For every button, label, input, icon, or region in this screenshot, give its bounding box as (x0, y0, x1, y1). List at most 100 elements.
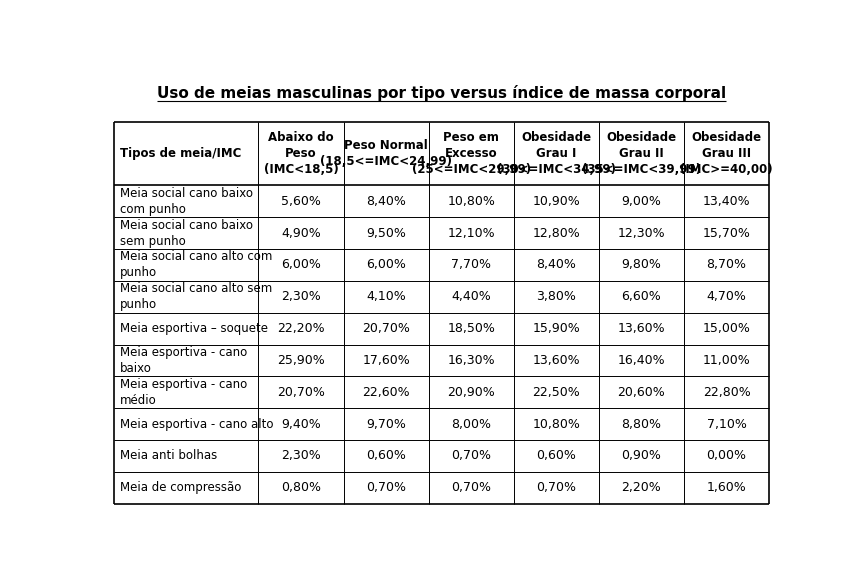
Text: 4,10%: 4,10% (366, 290, 406, 303)
Bar (684, 185, 768, 217)
Bar (684, 249, 768, 281)
Text: 11,00%: 11,00% (702, 354, 750, 367)
Bar (513, 440, 598, 472)
Bar (428, 217, 513, 249)
Bar (513, 472, 598, 504)
Text: Abaixo do
Peso
(IMC<18,5): Abaixo do Peso (IMC<18,5) (263, 131, 338, 176)
Text: Meia social cano alto sem
punho: Meia social cano alto sem punho (120, 282, 272, 311)
Bar (115, 472, 258, 504)
Text: Meia social cano baixo
com punho: Meia social cano baixo com punho (120, 187, 252, 215)
Text: 12,30%: 12,30% (617, 226, 665, 240)
Text: 5,60%: 5,60% (281, 195, 320, 208)
Bar (258, 344, 344, 376)
Text: 4,40%: 4,40% (451, 290, 491, 303)
Bar (598, 472, 684, 504)
Text: Meia esportiva - cano alto: Meia esportiva - cano alto (120, 418, 273, 431)
Bar (344, 376, 428, 408)
Text: 4,70%: 4,70% (706, 290, 746, 303)
Text: 20,70%: 20,70% (362, 322, 410, 335)
Bar (513, 344, 598, 376)
Bar (684, 376, 768, 408)
Bar (258, 440, 344, 472)
Bar (598, 344, 684, 376)
Text: 13,60%: 13,60% (617, 322, 665, 335)
Text: 8,40%: 8,40% (366, 195, 406, 208)
Bar (513, 408, 598, 440)
Text: 20,90%: 20,90% (447, 386, 494, 399)
Text: 6,00%: 6,00% (281, 259, 320, 271)
Bar (344, 281, 428, 313)
Text: 13,40%: 13,40% (702, 195, 750, 208)
Bar (684, 440, 768, 472)
Text: 17,60%: 17,60% (362, 354, 410, 367)
Text: 7,70%: 7,70% (450, 259, 491, 271)
Text: Uso de meias masculinas por tipo versus índice de massa corporal: Uso de meias masculinas por tipo versus … (157, 85, 726, 101)
Text: 18,50%: 18,50% (447, 322, 494, 335)
Bar (513, 313, 598, 344)
Bar (513, 217, 598, 249)
Text: 3,80%: 3,80% (536, 290, 576, 303)
Text: 12,80%: 12,80% (532, 226, 579, 240)
Text: Meia de compressão: Meia de compressão (120, 482, 241, 494)
Text: 1,60%: 1,60% (706, 482, 746, 494)
Bar (428, 281, 513, 313)
Text: Meia esportiva – soquete: Meia esportiva – soquete (120, 322, 268, 335)
Text: 2,30%: 2,30% (281, 290, 320, 303)
Text: Obesidade
Grau I
(30<=IMC<34,99): Obesidade Grau I (30<=IMC<34,99) (496, 131, 615, 176)
Bar (344, 472, 428, 504)
Bar (115, 185, 258, 217)
Text: 8,80%: 8,80% (621, 418, 660, 431)
Bar (598, 281, 684, 313)
Text: 6,00%: 6,00% (366, 259, 406, 271)
Bar (115, 217, 258, 249)
Text: 25,90%: 25,90% (277, 354, 325, 367)
Text: Meia anti bolhas: Meia anti bolhas (120, 449, 217, 463)
Bar (428, 408, 513, 440)
Text: 10,80%: 10,80% (447, 195, 494, 208)
Bar (684, 217, 768, 249)
Bar (344, 217, 428, 249)
Text: 0,90%: 0,90% (621, 449, 660, 463)
Bar (115, 344, 258, 376)
Text: 22,20%: 22,20% (277, 322, 325, 335)
Bar (598, 408, 684, 440)
Bar (684, 472, 768, 504)
Text: 16,40%: 16,40% (617, 354, 665, 367)
Text: 0,00%: 0,00% (706, 449, 746, 463)
Text: Tipos de meia/IMC: Tipos de meia/IMC (120, 147, 241, 160)
Text: 20,60%: 20,60% (616, 386, 665, 399)
Text: 20,70%: 20,70% (276, 386, 325, 399)
Text: Peso em
Excesso
(25<=IMC<29,99): Peso em Excesso (25<=IMC<29,99) (412, 131, 530, 176)
Bar (258, 185, 344, 217)
Text: Obesidade
Grau III
(IMC>=40,00): Obesidade Grau III (IMC>=40,00) (679, 131, 772, 176)
Text: 13,60%: 13,60% (532, 354, 579, 367)
Bar (513, 376, 598, 408)
Text: 4,90%: 4,90% (281, 226, 320, 240)
Bar (344, 185, 428, 217)
Text: 0,70%: 0,70% (450, 449, 491, 463)
Bar (598, 376, 684, 408)
Bar (684, 281, 768, 313)
Bar (258, 472, 344, 504)
Bar (115, 440, 258, 472)
Bar (513, 281, 598, 313)
Bar (428, 472, 513, 504)
Text: 22,50%: 22,50% (532, 386, 579, 399)
Text: 0,60%: 0,60% (536, 449, 576, 463)
Bar (428, 376, 513, 408)
Text: 12,10%: 12,10% (447, 226, 494, 240)
Text: 9,40%: 9,40% (281, 418, 320, 431)
Text: 0,80%: 0,80% (281, 482, 320, 494)
Bar (258, 408, 344, 440)
Bar (258, 313, 344, 344)
Bar (258, 281, 344, 313)
Bar (598, 249, 684, 281)
Text: 10,90%: 10,90% (532, 195, 579, 208)
Bar (598, 185, 684, 217)
Text: 9,70%: 9,70% (366, 418, 406, 431)
Bar (115, 313, 258, 344)
Text: Obesidade
Grau II
(35<=IMC<39,99): Obesidade Grau II (35<=IMC<39,99) (581, 131, 700, 176)
Bar (344, 408, 428, 440)
Text: 15,00%: 15,00% (702, 322, 750, 335)
Bar (428, 440, 513, 472)
